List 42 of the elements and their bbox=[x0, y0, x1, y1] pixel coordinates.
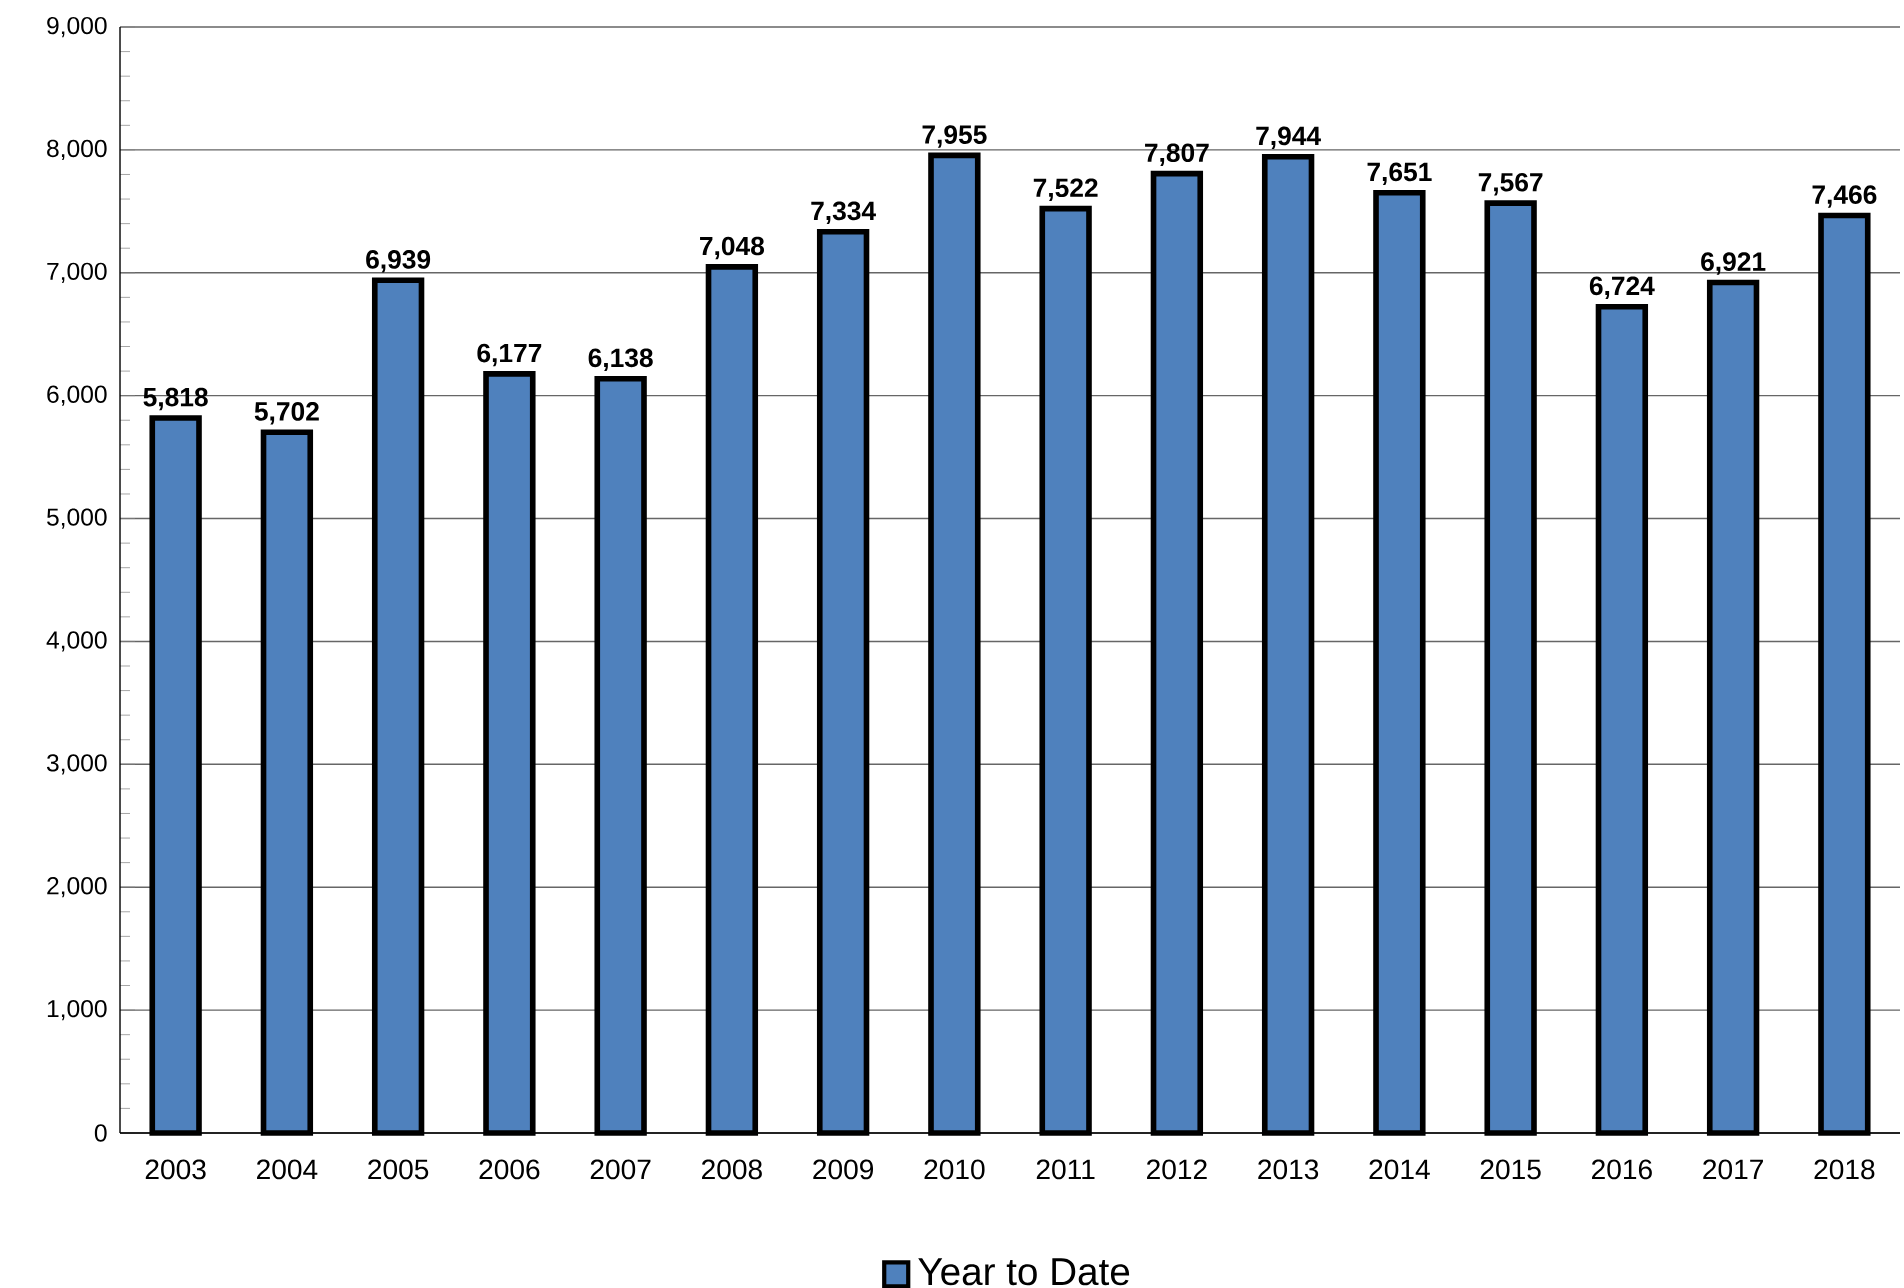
data-label: 6,939 bbox=[366, 250, 431, 273]
x-tick-label: 2008 bbox=[702, 1159, 762, 1180]
x-tick-label: 2009 bbox=[813, 1159, 874, 1180]
data-label: 7,334 bbox=[811, 201, 876, 225]
x-tick-label: 2005 bbox=[368, 1159, 429, 1180]
x-tick-label: 2007 bbox=[590, 1159, 651, 1180]
x-tick-label: 2018 bbox=[1814, 1159, 1875, 1180]
data-label: 7,651 bbox=[1367, 162, 1432, 186]
x-tick-label: 2010 bbox=[924, 1159, 985, 1180]
y-tick-label: 6,000 bbox=[47, 385, 107, 406]
x-tick-label: 2006 bbox=[479, 1159, 540, 1180]
x-tick-label: 2011 bbox=[1036, 1159, 1095, 1180]
data-label: 7,567 bbox=[1478, 172, 1543, 196]
data-label: 7,955 bbox=[922, 125, 987, 148]
data-label: 5,702 bbox=[254, 402, 319, 425]
x-tick-label: 2013 bbox=[1258, 1159, 1319, 1180]
y-tick-label: 7,000 bbox=[47, 262, 107, 283]
data-label: 6,138 bbox=[588, 348, 653, 371]
x-tick-label: 2015 bbox=[1480, 1159, 1541, 1180]
data-label: 6,921 bbox=[1701, 252, 1766, 275]
x-tick-label: 2004 bbox=[257, 1159, 318, 1180]
x-tick-label: 2017 bbox=[1703, 1159, 1763, 1180]
y-tick-label: 4,000 bbox=[46, 631, 107, 652]
y-tick-label: 2,000 bbox=[47, 877, 107, 898]
data-label: 7,048 bbox=[700, 236, 765, 260]
y-tick-label: 0 bbox=[94, 1124, 107, 1142]
data-label: 7,466 bbox=[1812, 185, 1877, 208]
data-label: 7,807 bbox=[1145, 143, 1209, 166]
x-tick-label: 2014 bbox=[1369, 1159, 1430, 1180]
x-tick-label: 2016 bbox=[1592, 1159, 1652, 1180]
x-tick-label: 2012 bbox=[1147, 1159, 1207, 1180]
y-tick-label: 9,000 bbox=[47, 16, 107, 38]
data-label: 7,944 bbox=[1256, 126, 1321, 150]
data-label: 6,177 bbox=[477, 343, 542, 367]
y-tick-label: 3,000 bbox=[46, 754, 107, 775]
data-label: 7,522 bbox=[1033, 178, 1098, 201]
legend-label: Year to Date bbox=[918, 1258, 1130, 1286]
y-tick-label: 1,000 bbox=[47, 999, 107, 1021]
y-tick-label: 5,000 bbox=[47, 508, 107, 529]
y-tick-label: 8,000 bbox=[47, 139, 107, 161]
data-label: 6,724 bbox=[1589, 276, 1655, 299]
x-tick-label: 2003 bbox=[145, 1159, 206, 1180]
